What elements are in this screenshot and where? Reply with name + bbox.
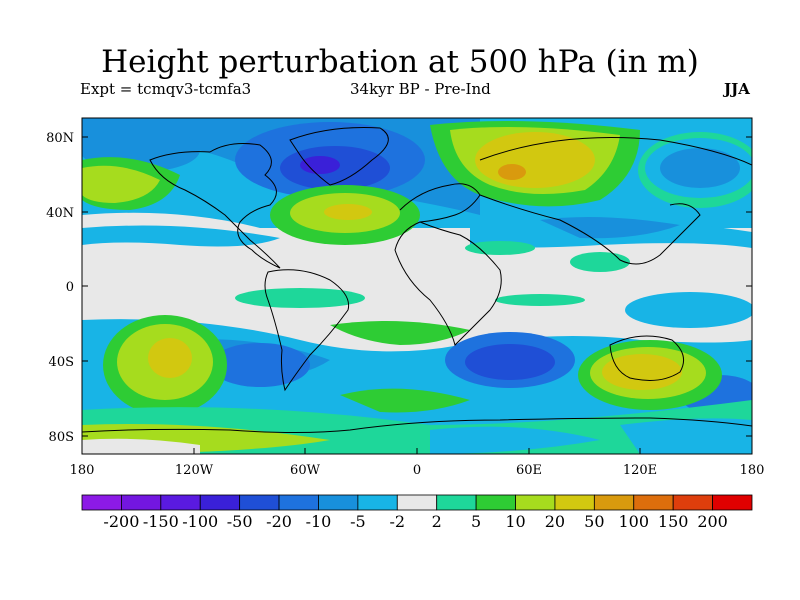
period-label: 34kyr BP - Pre-Ind — [350, 80, 491, 98]
colorbar-label: 150 — [658, 512, 689, 531]
lat-tick-40n: 40N — [46, 206, 74, 221]
colorbar-swatch — [318, 494, 359, 511]
colorbar-swatch — [357, 494, 398, 511]
contour-field — [82, 118, 752, 454]
colorbar-swatch — [515, 494, 556, 511]
colorbar-label: 50 — [584, 512, 604, 531]
colorbar-swatch — [199, 494, 241, 511]
lon-tick-120e: 120E — [623, 463, 657, 478]
colorbar-label: 20 — [545, 512, 565, 531]
colorbar-label: -2 — [389, 512, 405, 531]
experiment-label: Expt = tcmqv3-tcmfa3 — [80, 80, 252, 98]
lon-tick-0: 0 — [413, 463, 421, 478]
colorbar-swatch — [712, 494, 753, 511]
coastlines — [82, 127, 752, 433]
lon-tick-120w: 120W — [175, 463, 214, 478]
colorbar-label: 2 — [432, 512, 442, 531]
colorbar-swatch — [672, 494, 713, 511]
colorbar-label: -20 — [266, 512, 292, 531]
lon-tick-60e: 60E — [516, 463, 542, 478]
colorbar-swatch — [81, 494, 122, 511]
colorbar-swatch — [278, 494, 319, 511]
colorbar-label: 5 — [471, 512, 481, 531]
colorbar-swatch — [436, 494, 477, 511]
map-title: Height perturbation at 500 hPa (in m) — [101, 44, 699, 80]
colorbar-swatch — [396, 494, 438, 511]
colorbar-label: -10 — [306, 512, 332, 531]
lon-tick-180e: 180 — [740, 463, 765, 478]
colorbar-swatch — [633, 494, 674, 511]
colorbar-swatch — [160, 494, 201, 511]
colorbar-label: -5 — [350, 512, 366, 531]
colorbar: -200 -150 -100 -50 -20 -10 -5 -2 2 5 10 20 50 100 150 2… — [81, 494, 753, 531]
colorbar-label: -150 — [143, 512, 179, 531]
lon-tick-180w: 180 — [70, 463, 95, 478]
colorbar-label: 200 — [697, 512, 728, 531]
lat-tick-40s: 40S — [49, 355, 74, 370]
lat-tick-80s: 80S — [49, 430, 74, 445]
colorbar-swatch — [121, 494, 162, 511]
colorbar-label: -100 — [182, 512, 218, 531]
colorbar-swatch — [239, 494, 280, 511]
colorbar-label: 10 — [505, 512, 525, 531]
colorbar-label: -50 — [227, 512, 253, 531]
colorbar-swatch — [593, 494, 635, 511]
colorbar-label: -200 — [103, 512, 139, 531]
colorbar-swatch — [475, 494, 516, 511]
lat-tick-80n: 80N — [46, 131, 74, 146]
lat-tick-0: 0 — [66, 280, 74, 295]
axis-ticks — [81, 136, 753, 454]
lon-tick-60w: 60W — [290, 463, 321, 478]
season-label: JJA — [724, 80, 750, 98]
colorbar-label: 100 — [618, 512, 649, 531]
colorbar-swatch — [554, 494, 595, 511]
